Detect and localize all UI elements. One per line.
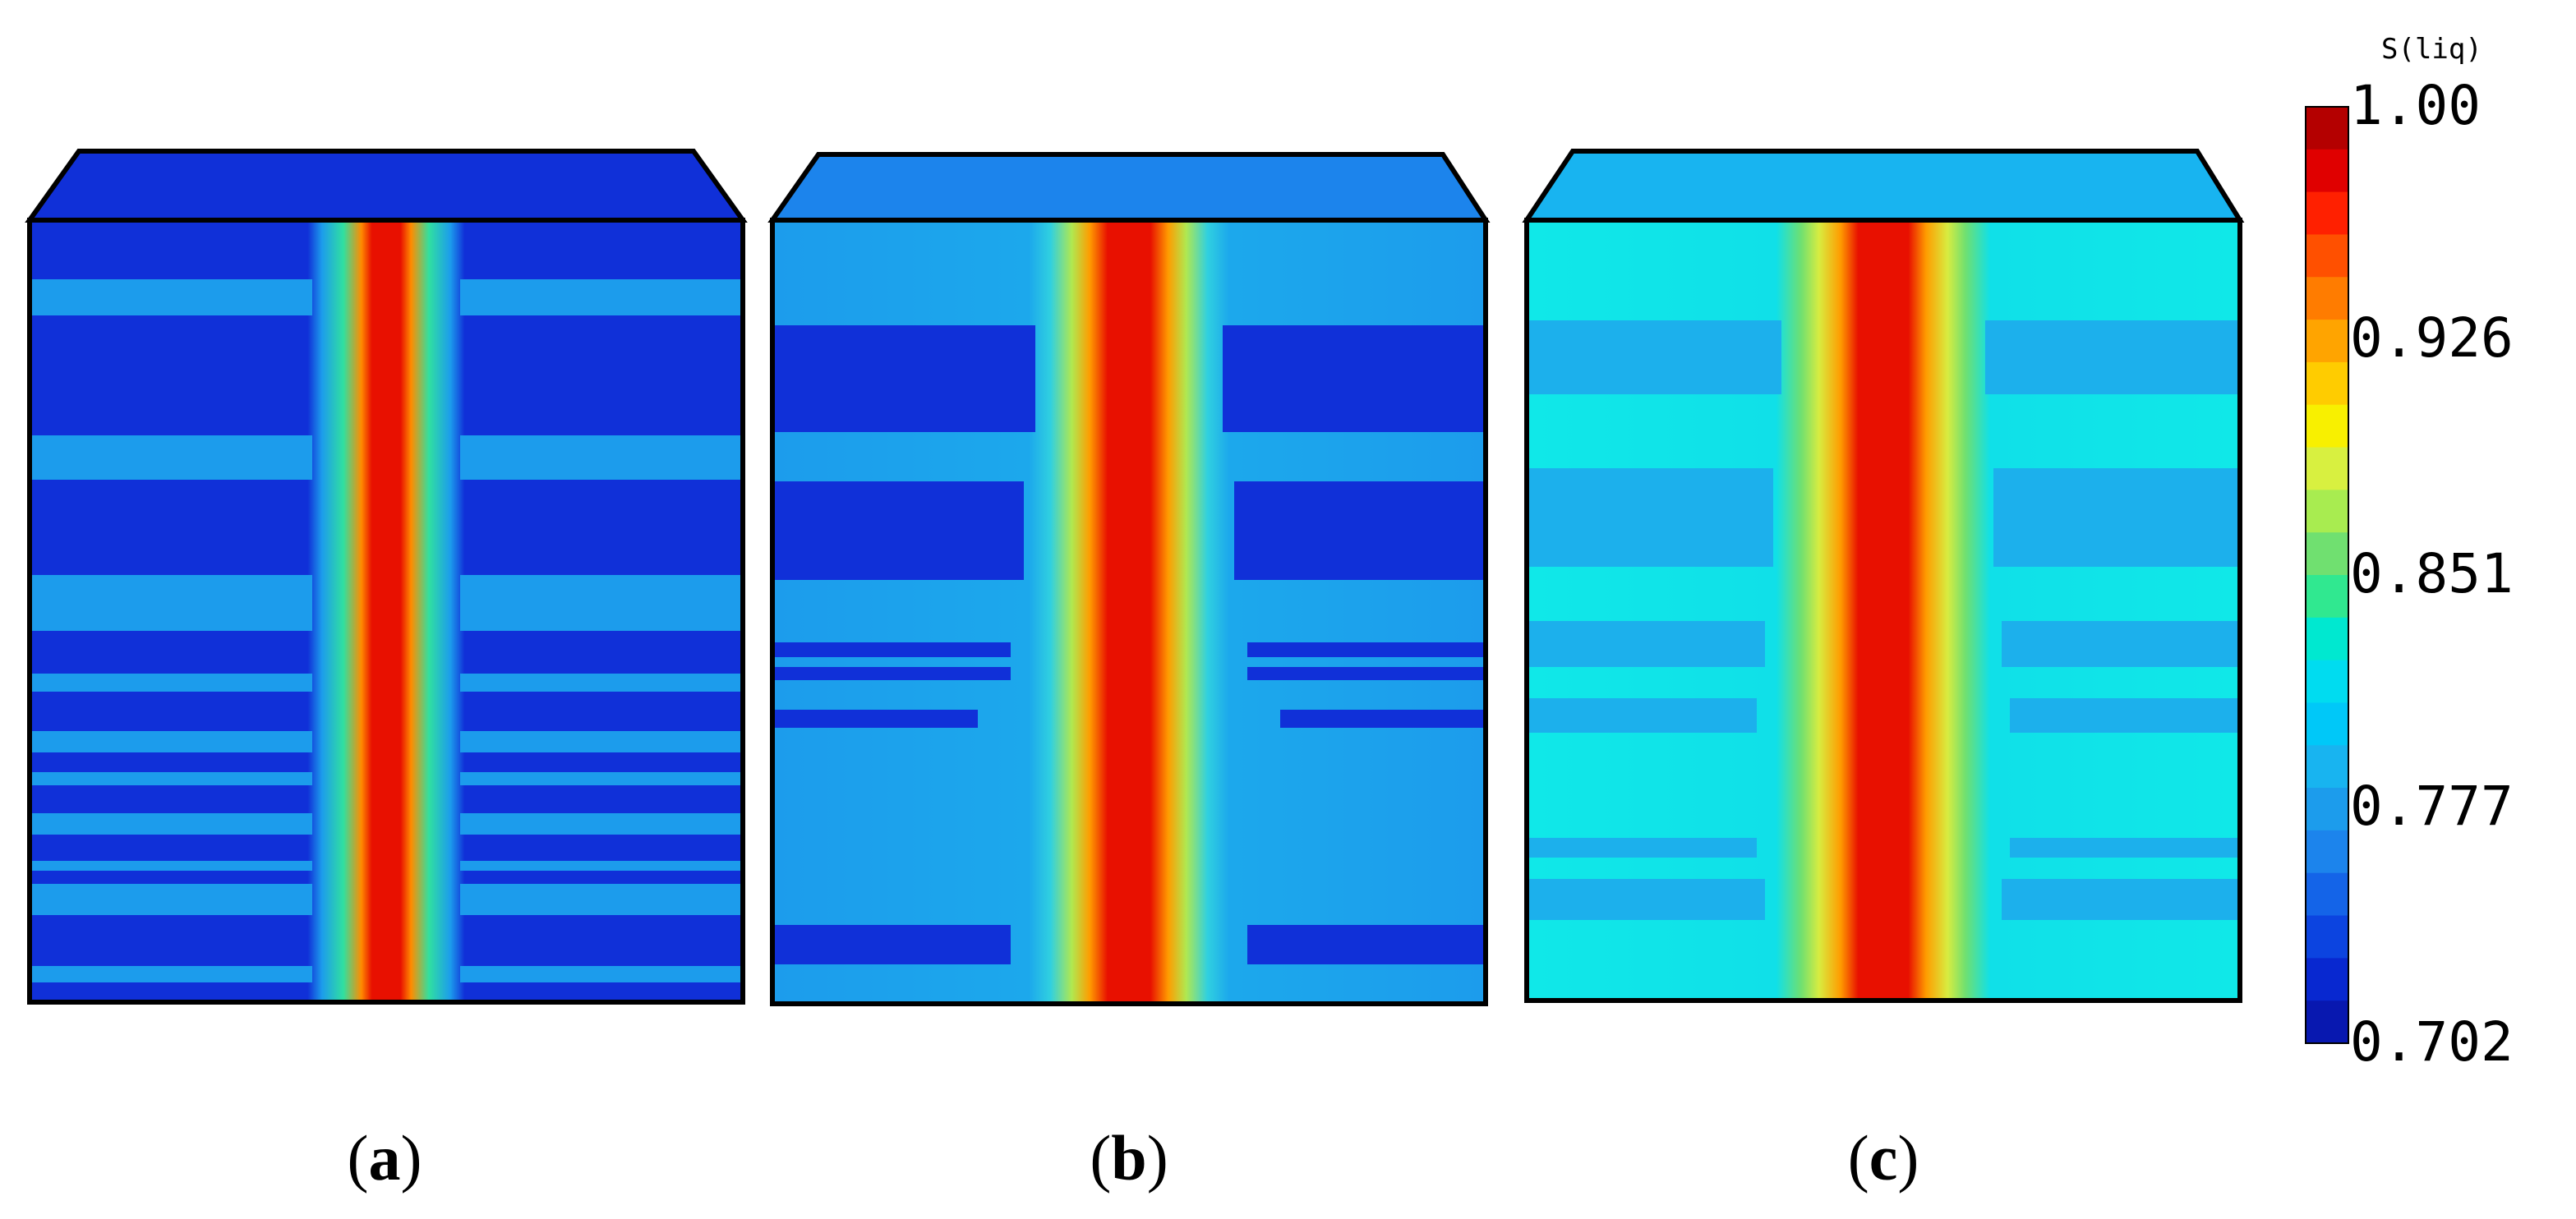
colorbar-swatch [2306, 490, 2348, 534]
panel-b-bands [772, 325, 1486, 964]
panel-c-top-face [1522, 149, 2245, 223]
colorbar-swatch [2306, 915, 2348, 959]
panel-b [767, 152, 1491, 1006]
caption-panel-c: (c) [1847, 1122, 1919, 1194]
colorbar-swatch [2306, 830, 2348, 874]
colorbar-swatch [2306, 872, 2348, 917]
colorbar-swatch [2306, 1000, 2348, 1044]
colorbar-swatch [2306, 191, 2348, 236]
colorbar-tick-label: 0.702 [2350, 1010, 2514, 1074]
colorbar-swatch [2306, 107, 2348, 150]
colorbar-swatch [2306, 702, 2348, 747]
colorbar-swatch [2306, 575, 2348, 619]
colorbar-swatch [2306, 745, 2348, 789]
colorbar-tick-label: 0.926 [2350, 306, 2514, 370]
colorbar-swatch [2306, 958, 2348, 1002]
panel-c-bands [1527, 320, 2240, 920]
panel-a [25, 149, 748, 1005]
colorbar-swatch [2306, 361, 2348, 406]
panel-b-top-face [767, 152, 1491, 223]
colorbar-tick-label: 0.777 [2350, 775, 2514, 839]
colorbar-swatch [2306, 660, 2348, 704]
colorbar-swatch [2306, 404, 2348, 448]
colorbar-swatch [2306, 532, 2348, 576]
colorbar-swatch [2306, 234, 2348, 278]
colorbar-tick-label: 1.00 [2350, 74, 2481, 137]
colorbar-swatches [2306, 107, 2348, 1044]
colorbar-swatch [2306, 788, 2348, 831]
colorbar-swatch [2306, 320, 2348, 363]
colorbar-swatch [2306, 149, 2348, 193]
panel-a-top-face [25, 149, 748, 223]
colorbar-swatch [2306, 617, 2348, 661]
caption-panel-b: (b) [1090, 1122, 1168, 1194]
panel-a-bands [30, 279, 743, 982]
colorbar-swatch [2306, 447, 2348, 491]
legend-title: S(liq) [2381, 33, 2482, 66]
colorbar-swatch [2306, 277, 2348, 321]
colorbar-tick-label: 0.851 [2350, 542, 2514, 605]
colorbar [2305, 106, 2349, 1044]
panel-c [1522, 149, 2245, 1003]
caption-panel-a: (a) [347, 1122, 422, 1194]
